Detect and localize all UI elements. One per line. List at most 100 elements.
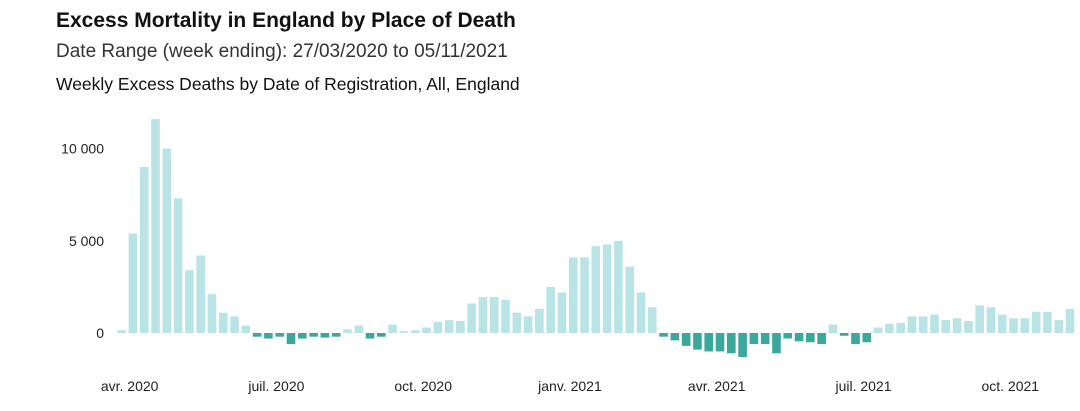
bar-week-53[interactable] [704, 333, 714, 352]
bar-week-63[interactable] [817, 333, 826, 345]
bar-week-29[interactable] [433, 321, 443, 333]
bar-week-70[interactable] [896, 322, 905, 333]
bar-week-69[interactable] [885, 323, 894, 333]
bar-week-59[interactable] [772, 333, 781, 354]
bar-week-35[interactable] [501, 299, 510, 333]
bar-week-1[interactable] [117, 330, 126, 333]
bar-week-28[interactable] [422, 327, 431, 333]
bar-week-49[interactable] [659, 333, 668, 337]
bar-week-36[interactable] [512, 312, 522, 333]
bar-week-18[interactable] [309, 333, 318, 337]
bar-week-78[interactable] [986, 307, 996, 333]
bar-week-11[interactable] [230, 316, 239, 333]
bar-week-25[interactable] [388, 324, 397, 333]
bar-week-23[interactable] [365, 333, 375, 339]
bar-week-38[interactable] [535, 309, 544, 333]
y-tick-label: 0 [96, 325, 104, 341]
bar-week-9[interactable] [207, 294, 217, 333]
bar-week-77[interactable] [975, 305, 984, 333]
bar-week-21[interactable] [343, 329, 352, 333]
bar-week-40[interactable] [557, 292, 567, 333]
y-tick-label: 10 000 [61, 141, 104, 157]
bar-week-19[interactable] [320, 333, 330, 338]
bar-week-26[interactable] [399, 331, 409, 333]
bar-week-50[interactable] [670, 333, 680, 341]
bar-week-47[interactable] [636, 292, 646, 333]
bar-week-61[interactable] [794, 333, 804, 342]
bar-week-44[interactable] [602, 244, 612, 333]
bar-week-83[interactable] [1043, 311, 1052, 333]
x-tick-label: oct. 2021 [981, 378, 1039, 394]
bar-week-16[interactable] [286, 333, 296, 345]
bar-week-2[interactable] [128, 233, 138, 333]
bar-week-85[interactable] [1065, 309, 1075, 333]
bar-week-31[interactable] [456, 321, 465, 333]
bar-week-17[interactable] [297, 333, 307, 339]
bar-week-64[interactable] [828, 324, 838, 333]
bar-week-22[interactable] [354, 325, 364, 333]
bar-week-7[interactable] [185, 270, 194, 333]
chart-title: Excess Mortality in England by Place of … [56, 9, 516, 32]
bar-week-3[interactable] [139, 167, 149, 333]
bar-week-42[interactable] [580, 257, 589, 333]
bar-week-45[interactable] [614, 240, 623, 333]
bar-week-67[interactable] [862, 333, 872, 343]
y-axis: 0 5 000 10 000 [61, 141, 104, 341]
bar-week-27[interactable] [410, 330, 420, 333]
bar-week-82[interactable] [1031, 311, 1041, 333]
bar-week-79[interactable] [997, 314, 1007, 333]
bar-week-48[interactable] [647, 307, 657, 333]
bar-week-73[interactable] [930, 314, 939, 333]
bar-week-41[interactable] [568, 257, 578, 333]
bar-week-13[interactable] [252, 333, 262, 337]
bar-week-10[interactable] [218, 312, 228, 333]
bar-week-20[interactable] [331, 333, 341, 337]
bar-week-72[interactable] [918, 316, 928, 333]
x-tick-label: avr. 2020 [101, 378, 159, 394]
bar-week-54[interactable] [715, 333, 725, 352]
bar-week-34[interactable] [489, 297, 499, 333]
x-tick-label: avr. 2021 [688, 378, 746, 394]
bar-week-58[interactable] [760, 333, 770, 345]
bar-week-43[interactable] [591, 246, 601, 333]
bar-week-24[interactable] [377, 333, 386, 337]
bar-week-12[interactable] [241, 325, 251, 333]
bar-week-66[interactable] [851, 333, 860, 345]
bar-week-74[interactable] [941, 320, 951, 333]
x-tick-label: janv. 2021 [537, 378, 602, 394]
bar-week-68[interactable] [873, 327, 883, 333]
bar-week-65[interactable] [839, 333, 849, 336]
bar-week-75[interactable] [952, 318, 962, 333]
bar-week-55[interactable] [727, 333, 736, 354]
bar-week-60[interactable] [783, 333, 793, 339]
bar-week-62[interactable] [806, 333, 815, 343]
bar-week-4[interactable] [151, 119, 160, 333]
bar-week-39[interactable] [546, 286, 555, 333]
bar-week-76[interactable] [964, 321, 973, 333]
bar-week-8[interactable] [196, 255, 205, 333]
bar-week-80[interactable] [1009, 318, 1018, 333]
bar-week-30[interactable] [444, 320, 454, 333]
bar-week-51[interactable] [681, 333, 691, 346]
x-tick-label: juil. 2020 [247, 378, 304, 394]
bar-week-14[interactable] [264, 333, 273, 339]
date-range-subtitle: Date Range (week ending): 27/03/2020 to … [56, 41, 508, 62]
bar-week-32[interactable] [467, 303, 476, 334]
bar-week-15[interactable] [275, 333, 285, 337]
chart-subtitle: Weekly Excess Deaths by Date of Registra… [56, 74, 520, 94]
bar-week-71[interactable] [907, 316, 917, 333]
bar-week-57[interactable] [749, 333, 759, 345]
bar-week-56[interactable] [738, 333, 747, 357]
bar-week-33[interactable] [478, 297, 488, 333]
x-axis: avr. 2020 juil. 2020 oct. 2020 janv. 2021 av… [101, 378, 1039, 394]
bar-week-84[interactable] [1054, 320, 1064, 333]
bar-week-6[interactable] [173, 198, 183, 333]
x-tick-label: oct. 2020 [394, 378, 452, 394]
bar-week-46[interactable] [625, 266, 634, 333]
bar-week-52[interactable] [693, 333, 702, 350]
x-tick-label: juil. 2021 [834, 378, 891, 394]
bar-week-37[interactable] [523, 316, 533, 333]
bar-week-81[interactable] [1020, 318, 1030, 333]
bar-week-5[interactable] [162, 148, 172, 333]
